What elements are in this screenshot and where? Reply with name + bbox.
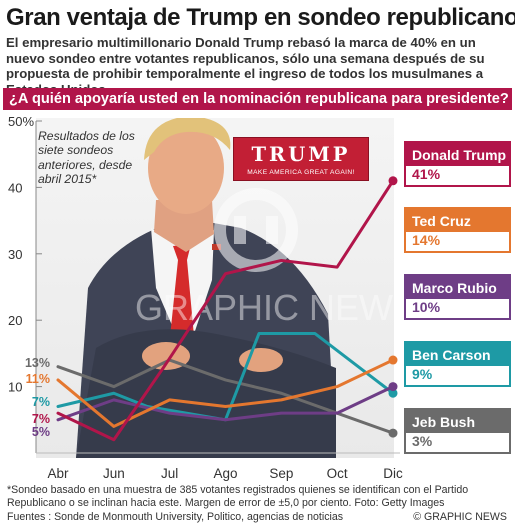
y-tick-label: 10 <box>8 380 22 395</box>
legend-donald-trump: Donald Trump 41% <box>404 141 511 187</box>
legend-jeb-bush: Jeb Bush 3% <box>404 408 511 454</box>
legend-name: Ben Carson <box>406 343 509 366</box>
y-tick-label: 30 <box>8 247 22 262</box>
series-start-label: 7% <box>32 412 50 426</box>
chart-axes: 10 20 30 40 50% <box>8 114 400 454</box>
x-tick-label: Oct <box>327 466 348 481</box>
legend-name: Ted Cruz <box>406 209 509 232</box>
headline: Gran ventaja de Trump en sondeo republic… <box>6 4 515 31</box>
source-line: Fuentes : Sonde de Monmouth University, … <box>7 511 344 523</box>
watermark: GRAPHIC NEWS <box>135 287 394 328</box>
x-tick-label: Sep <box>269 466 293 481</box>
subtitle: El empresario multimillonario Donald Tru… <box>6 35 485 97</box>
series-line <box>56 358 395 428</box>
legend-value: 10% <box>412 299 441 315</box>
legend-name: Donald Trump <box>406 143 509 166</box>
trump-photo-silhouette: GRAPHIC NEWS <box>76 116 417 458</box>
series-end-point <box>388 428 398 438</box>
footnote: *Sondeo basado en una muestra de 385 vot… <box>7 484 469 510</box>
series-end-point <box>388 355 398 365</box>
question-bar: ¿A quién apoyaría usted en la nominación… <box>3 88 512 110</box>
series-start-label: 7% <box>32 395 50 409</box>
series-start-label: 13% <box>25 356 50 370</box>
legend-value: 9% <box>412 366 433 382</box>
credit: © GRAPHIC NEWS <box>413 511 507 523</box>
series-line <box>56 179 395 442</box>
trump-photo-panel: GRAPHIC NEWS <box>36 116 417 458</box>
chart-lines <box>56 176 398 442</box>
x-tick-label: Jul <box>161 466 178 481</box>
y-tick-label: 40 <box>8 180 22 195</box>
x-tick-label: Abr <box>47 466 69 481</box>
legend-value: 14% <box>412 232 441 248</box>
series-line <box>56 385 395 422</box>
legend-ted-cruz: Ted Cruz 14% <box>404 207 511 253</box>
legend-ben-carson: Ben Carson 9% <box>404 341 511 387</box>
chart-start-labels: 11%5%7%13%7% <box>25 356 50 439</box>
x-tick-label: Jun <box>103 466 125 481</box>
legend-value: 41% <box>412 166 441 182</box>
chart-note: Resultados de los siete sondeos anterior… <box>38 129 135 186</box>
logo-slogan: MAKE AMERICA GREAT AGAIN! <box>247 169 355 176</box>
x-tick-label: Dic <box>383 466 403 481</box>
y-tick-label: 20 <box>8 313 22 328</box>
legend-marco-rubio: Marco Rubio 10% <box>404 274 511 320</box>
series-start-label: 11% <box>26 372 50 386</box>
x-tick-label: Ago <box>213 466 237 481</box>
y-tick-label: 50% <box>8 114 34 129</box>
series-end-point <box>388 176 398 186</box>
series-end-point <box>388 382 398 392</box>
series-end-point <box>388 388 398 398</box>
legend-name: Marco Rubio <box>406 276 509 299</box>
trump-logo-banner: TRUMP MAKE AMERICA GREAT AGAIN! <box>233 137 369 181</box>
legend-value: 3% <box>412 433 433 449</box>
x-axis-ticks: Abr Jun Jul Ago Sep Oct Dic <box>47 466 403 481</box>
series-start-label: 5% <box>32 425 50 439</box>
legend-name: Jeb Bush <box>406 410 509 433</box>
logo-word: TRUMP <box>251 143 351 166</box>
